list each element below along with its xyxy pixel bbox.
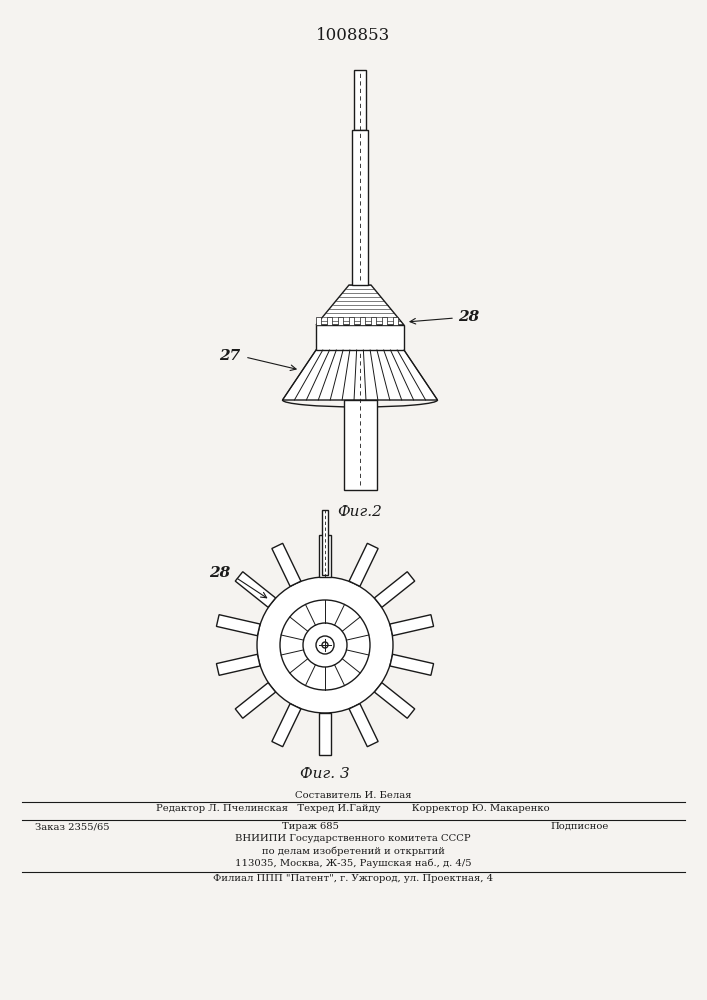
Text: 28: 28	[209, 566, 230, 580]
Bar	[393, 317, 398, 325]
Polygon shape	[319, 713, 331, 755]
Text: 27: 27	[218, 349, 240, 363]
Circle shape	[257, 577, 393, 713]
Polygon shape	[235, 572, 276, 607]
Circle shape	[303, 623, 347, 667]
Bar	[344, 400, 377, 490]
Bar	[339, 317, 343, 325]
Bar	[382, 317, 387, 325]
Bar	[354, 70, 366, 130]
Polygon shape	[349, 543, 378, 586]
Bar	[327, 317, 332, 325]
Polygon shape	[272, 704, 301, 747]
Bar	[316, 325, 404, 350]
Bar	[361, 317, 366, 325]
Bar	[349, 317, 354, 325]
Polygon shape	[216, 654, 260, 675]
Text: ВНИИПИ Государственного комитета СССР: ВНИИПИ Государственного комитета СССР	[235, 834, 471, 843]
Polygon shape	[319, 535, 331, 577]
Polygon shape	[375, 572, 415, 607]
Text: Тираж 685: Тираж 685	[281, 822, 339, 831]
Polygon shape	[216, 615, 260, 636]
Text: Фиг.2: Фиг.2	[337, 505, 382, 519]
Text: Филиал ППП "Патент", г. Ужгород, ул. Проектная, 4: Филиал ППП "Патент", г. Ужгород, ул. Про…	[213, 874, 493, 883]
Text: Подписное: Подписное	[551, 822, 609, 831]
Text: 28: 28	[458, 310, 479, 324]
Polygon shape	[390, 654, 433, 675]
Polygon shape	[390, 615, 433, 636]
Text: Редактор Л. Пчелинская   Техред И.Гайду          Корректор Ю. Макаренко: Редактор Л. Пчелинская Техред И.Гайду Ко…	[156, 804, 550, 813]
Circle shape	[280, 600, 370, 690]
Text: Составитель И. Белая: Составитель И. Белая	[295, 791, 411, 800]
Text: Фиг. 3: Фиг. 3	[300, 767, 350, 781]
Text: по делам изобретений и открытий: по делам изобретений и открытий	[262, 846, 445, 856]
Text: 1008853: 1008853	[316, 27, 390, 44]
Circle shape	[316, 636, 334, 654]
Polygon shape	[235, 683, 276, 718]
Bar	[316, 317, 321, 325]
Polygon shape	[375, 683, 415, 718]
Bar	[352, 130, 368, 285]
Bar	[371, 317, 376, 325]
Polygon shape	[283, 350, 438, 400]
Text: 113035, Москва, Ж-35, Раушская наб., д. 4/5: 113035, Москва, Ж-35, Раушская наб., д. …	[235, 858, 472, 867]
Text: Заказ 2355/65: Заказ 2355/65	[35, 822, 110, 831]
Polygon shape	[316, 285, 404, 325]
Polygon shape	[349, 704, 378, 747]
Bar	[322, 510, 328, 575]
Polygon shape	[272, 543, 301, 586]
